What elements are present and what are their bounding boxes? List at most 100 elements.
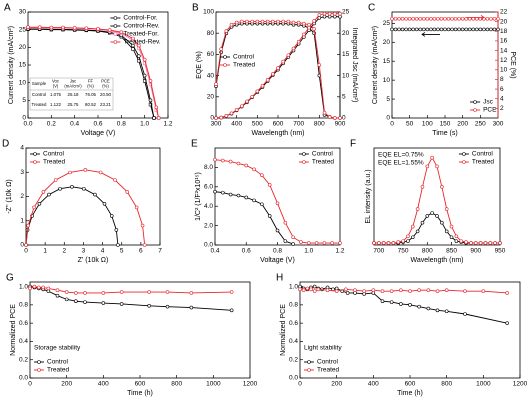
marker <box>496 27 500 32</box>
marker <box>450 27 454 32</box>
marker <box>244 195 249 200</box>
marker <box>82 186 86 191</box>
y-axis-label: Normalized PCE <box>280 304 287 356</box>
legend-label: Control-Rev. <box>123 23 159 30</box>
marker <box>147 303 151 308</box>
marker <box>322 110 327 115</box>
y-tick-label: 0.4 <box>289 338 298 345</box>
x-tick-label: 1200 <box>243 381 258 388</box>
marker <box>234 20 239 25</box>
marker <box>432 27 437 32</box>
marker <box>98 170 103 175</box>
marker <box>338 11 342 16</box>
marker <box>142 57 147 62</box>
y-axis-label: -Z'' (10k Ω) <box>6 179 13 213</box>
x-tick-label: 750 <box>398 248 409 255</box>
marker <box>344 287 348 292</box>
marker <box>301 288 306 293</box>
table-header: PCE <box>101 79 110 84</box>
marker <box>460 16 465 21</box>
marker <box>244 163 249 168</box>
panel-label: G <box>6 273 14 284</box>
marker <box>265 78 270 82</box>
legend-label: Treated <box>472 159 495 166</box>
marker <box>353 288 357 293</box>
y-tick-label: 4.0 <box>204 203 213 210</box>
marker <box>281 59 285 64</box>
marker <box>142 243 147 247</box>
y-tick-label: 0 <box>210 115 214 122</box>
x-axis-label: Z' (10k Ω) <box>78 257 109 264</box>
marker <box>291 242 295 246</box>
y2-tick-label: 4 <box>500 95 504 102</box>
table-header: Voc <box>52 79 59 84</box>
y-tick-label: 6.0 <box>204 184 213 191</box>
marker <box>390 27 394 32</box>
x-tick-label: 200 <box>457 121 468 128</box>
marker <box>317 63 322 67</box>
marker <box>131 43 135 48</box>
marker <box>435 164 439 169</box>
x-tick-label: 4 <box>101 248 105 255</box>
marker <box>417 288 421 293</box>
y-tick-label: 0.8 <box>19 302 28 309</box>
x-tick-label: 3 <box>82 248 86 255</box>
legend-label: Treated <box>233 62 256 69</box>
y-tick-label: 30 <box>19 9 27 16</box>
marker <box>283 239 288 243</box>
marker <box>446 27 451 32</box>
marker <box>440 185 444 189</box>
marker <box>362 289 366 293</box>
marker <box>435 308 440 313</box>
marker <box>64 290 69 294</box>
marker <box>444 207 449 211</box>
marker <box>36 285 41 290</box>
y-tick-label: 1.0 <box>289 283 298 290</box>
marker <box>407 16 412 21</box>
marker <box>471 27 476 32</box>
marker <box>260 202 264 207</box>
y-tick-label: 20 <box>207 94 215 101</box>
marker <box>137 54 141 58</box>
marker <box>228 192 233 197</box>
annotation: EQE EL=1.55% <box>378 160 424 167</box>
x-tick-label: 0 <box>298 381 302 388</box>
marker <box>464 27 469 32</box>
y-tick-label: 0.0 <box>204 242 213 249</box>
y-tick-label: 0.6 <box>289 320 298 327</box>
marker <box>457 27 461 32</box>
marker <box>493 241 497 245</box>
table-cell: Treated <box>32 102 48 107</box>
marker <box>267 214 272 218</box>
y-tick-label: 0 <box>386 115 390 122</box>
legend-label: Treated <box>47 367 70 374</box>
x-axis-label: Time (h) <box>397 390 423 397</box>
marker <box>74 299 78 304</box>
marker <box>415 229 420 234</box>
marker <box>229 290 234 294</box>
marker <box>109 214 114 218</box>
marker <box>390 16 394 21</box>
x-axis-label: Voltage (V) <box>81 130 116 137</box>
marker <box>417 304 421 309</box>
x-tick-label: 700 <box>293 121 304 128</box>
table-frame <box>29 77 114 111</box>
marker <box>302 32 306 37</box>
marker <box>444 309 449 314</box>
marker <box>245 19 249 24</box>
marker <box>32 205 36 210</box>
marker <box>435 214 439 218</box>
marker <box>68 170 72 175</box>
marker <box>425 214 430 218</box>
y-tick-label: 0.2 <box>19 356 28 363</box>
series-line <box>374 156 500 244</box>
legend-label: Control <box>233 54 255 61</box>
legend-label: Control <box>43 151 65 158</box>
marker <box>74 291 78 295</box>
x-axis-label: Voltage (V) <box>260 257 295 264</box>
y-tick-label: 20 <box>19 44 27 51</box>
y-tick-label: 100 <box>203 9 214 16</box>
y2-tick-label: 12 <box>500 57 508 64</box>
marker <box>457 16 461 21</box>
series-line <box>29 286 232 311</box>
